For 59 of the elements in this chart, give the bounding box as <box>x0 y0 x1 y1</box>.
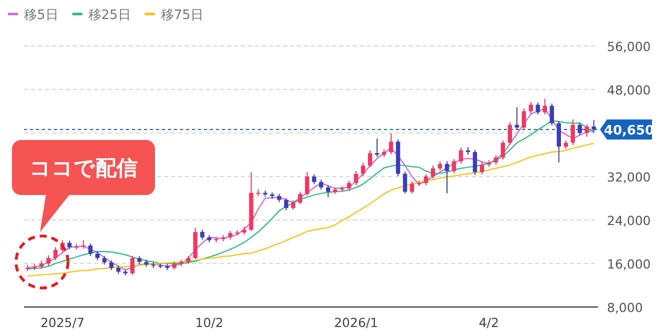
candlestick <box>368 150 372 168</box>
candlestick <box>438 160 442 172</box>
candlestick <box>556 120 561 163</box>
candlestick <box>584 124 589 138</box>
candlestick <box>402 171 408 194</box>
x-tick-label: 2026/1 <box>334 315 378 330</box>
y-tick-label: 56,000 <box>607 39 651 54</box>
candlestick <box>536 102 540 116</box>
candlestick <box>305 172 310 196</box>
candlestick <box>494 154 498 166</box>
y-tick-label: 16,000 <box>607 256 651 272</box>
candlestick <box>542 98 547 116</box>
legend-label: 移5日 <box>24 8 58 23</box>
candlestick <box>528 102 533 114</box>
y-tick-label: 48,000 <box>607 82 651 98</box>
ref-line-label: 40,650 <box>604 123 654 138</box>
candlestick <box>88 242 93 256</box>
y-tick-label: 8,000 <box>607 300 643 315</box>
candlestick <box>578 122 582 136</box>
candlestick <box>452 158 456 174</box>
candlestick <box>480 162 484 175</box>
candlestick <box>291 200 296 210</box>
candlestick <box>522 108 526 130</box>
candlestick <box>200 229 204 240</box>
legend-label: 移25日 <box>88 8 131 23</box>
y-tick-label: 32,000 <box>607 170 651 184</box>
line-series <box>26 142 594 277</box>
candlestick <box>430 165 436 180</box>
candlestick <box>360 162 366 176</box>
candlestick <box>458 147 464 164</box>
candlestick <box>472 149 478 176</box>
callout: ココで配信 <box>12 140 155 232</box>
candlestick <box>388 133 394 155</box>
candlestick <box>312 174 316 185</box>
candlestick <box>53 246 58 261</box>
candlestick <box>319 179 324 190</box>
candlestick <box>46 254 51 266</box>
candlestick <box>592 119 596 132</box>
y-tick-label: 24,000 <box>607 213 651 228</box>
candlestick <box>550 103 554 126</box>
candlestick <box>130 255 134 276</box>
candlestick <box>424 174 428 186</box>
ref-label: 40,650 <box>600 119 654 140</box>
x-tick-label: 2025/7 <box>40 315 84 330</box>
candlestick <box>284 198 288 211</box>
candlestick <box>444 160 450 194</box>
x-tick-label: 4/2 <box>478 315 499 330</box>
candlestick <box>347 180 352 192</box>
legend-label: 移75日 <box>160 8 204 23</box>
candlestick <box>410 180 414 194</box>
candlestick <box>298 191 302 205</box>
candlestick <box>374 138 380 158</box>
candlestick <box>508 122 512 146</box>
candlestick <box>500 140 506 160</box>
x-tick-label: 10/2 <box>195 315 224 330</box>
candlestick <box>354 170 358 186</box>
candlestick <box>109 260 114 271</box>
annotation: ココで配信 <box>30 156 138 180</box>
candlestick <box>570 118 575 146</box>
